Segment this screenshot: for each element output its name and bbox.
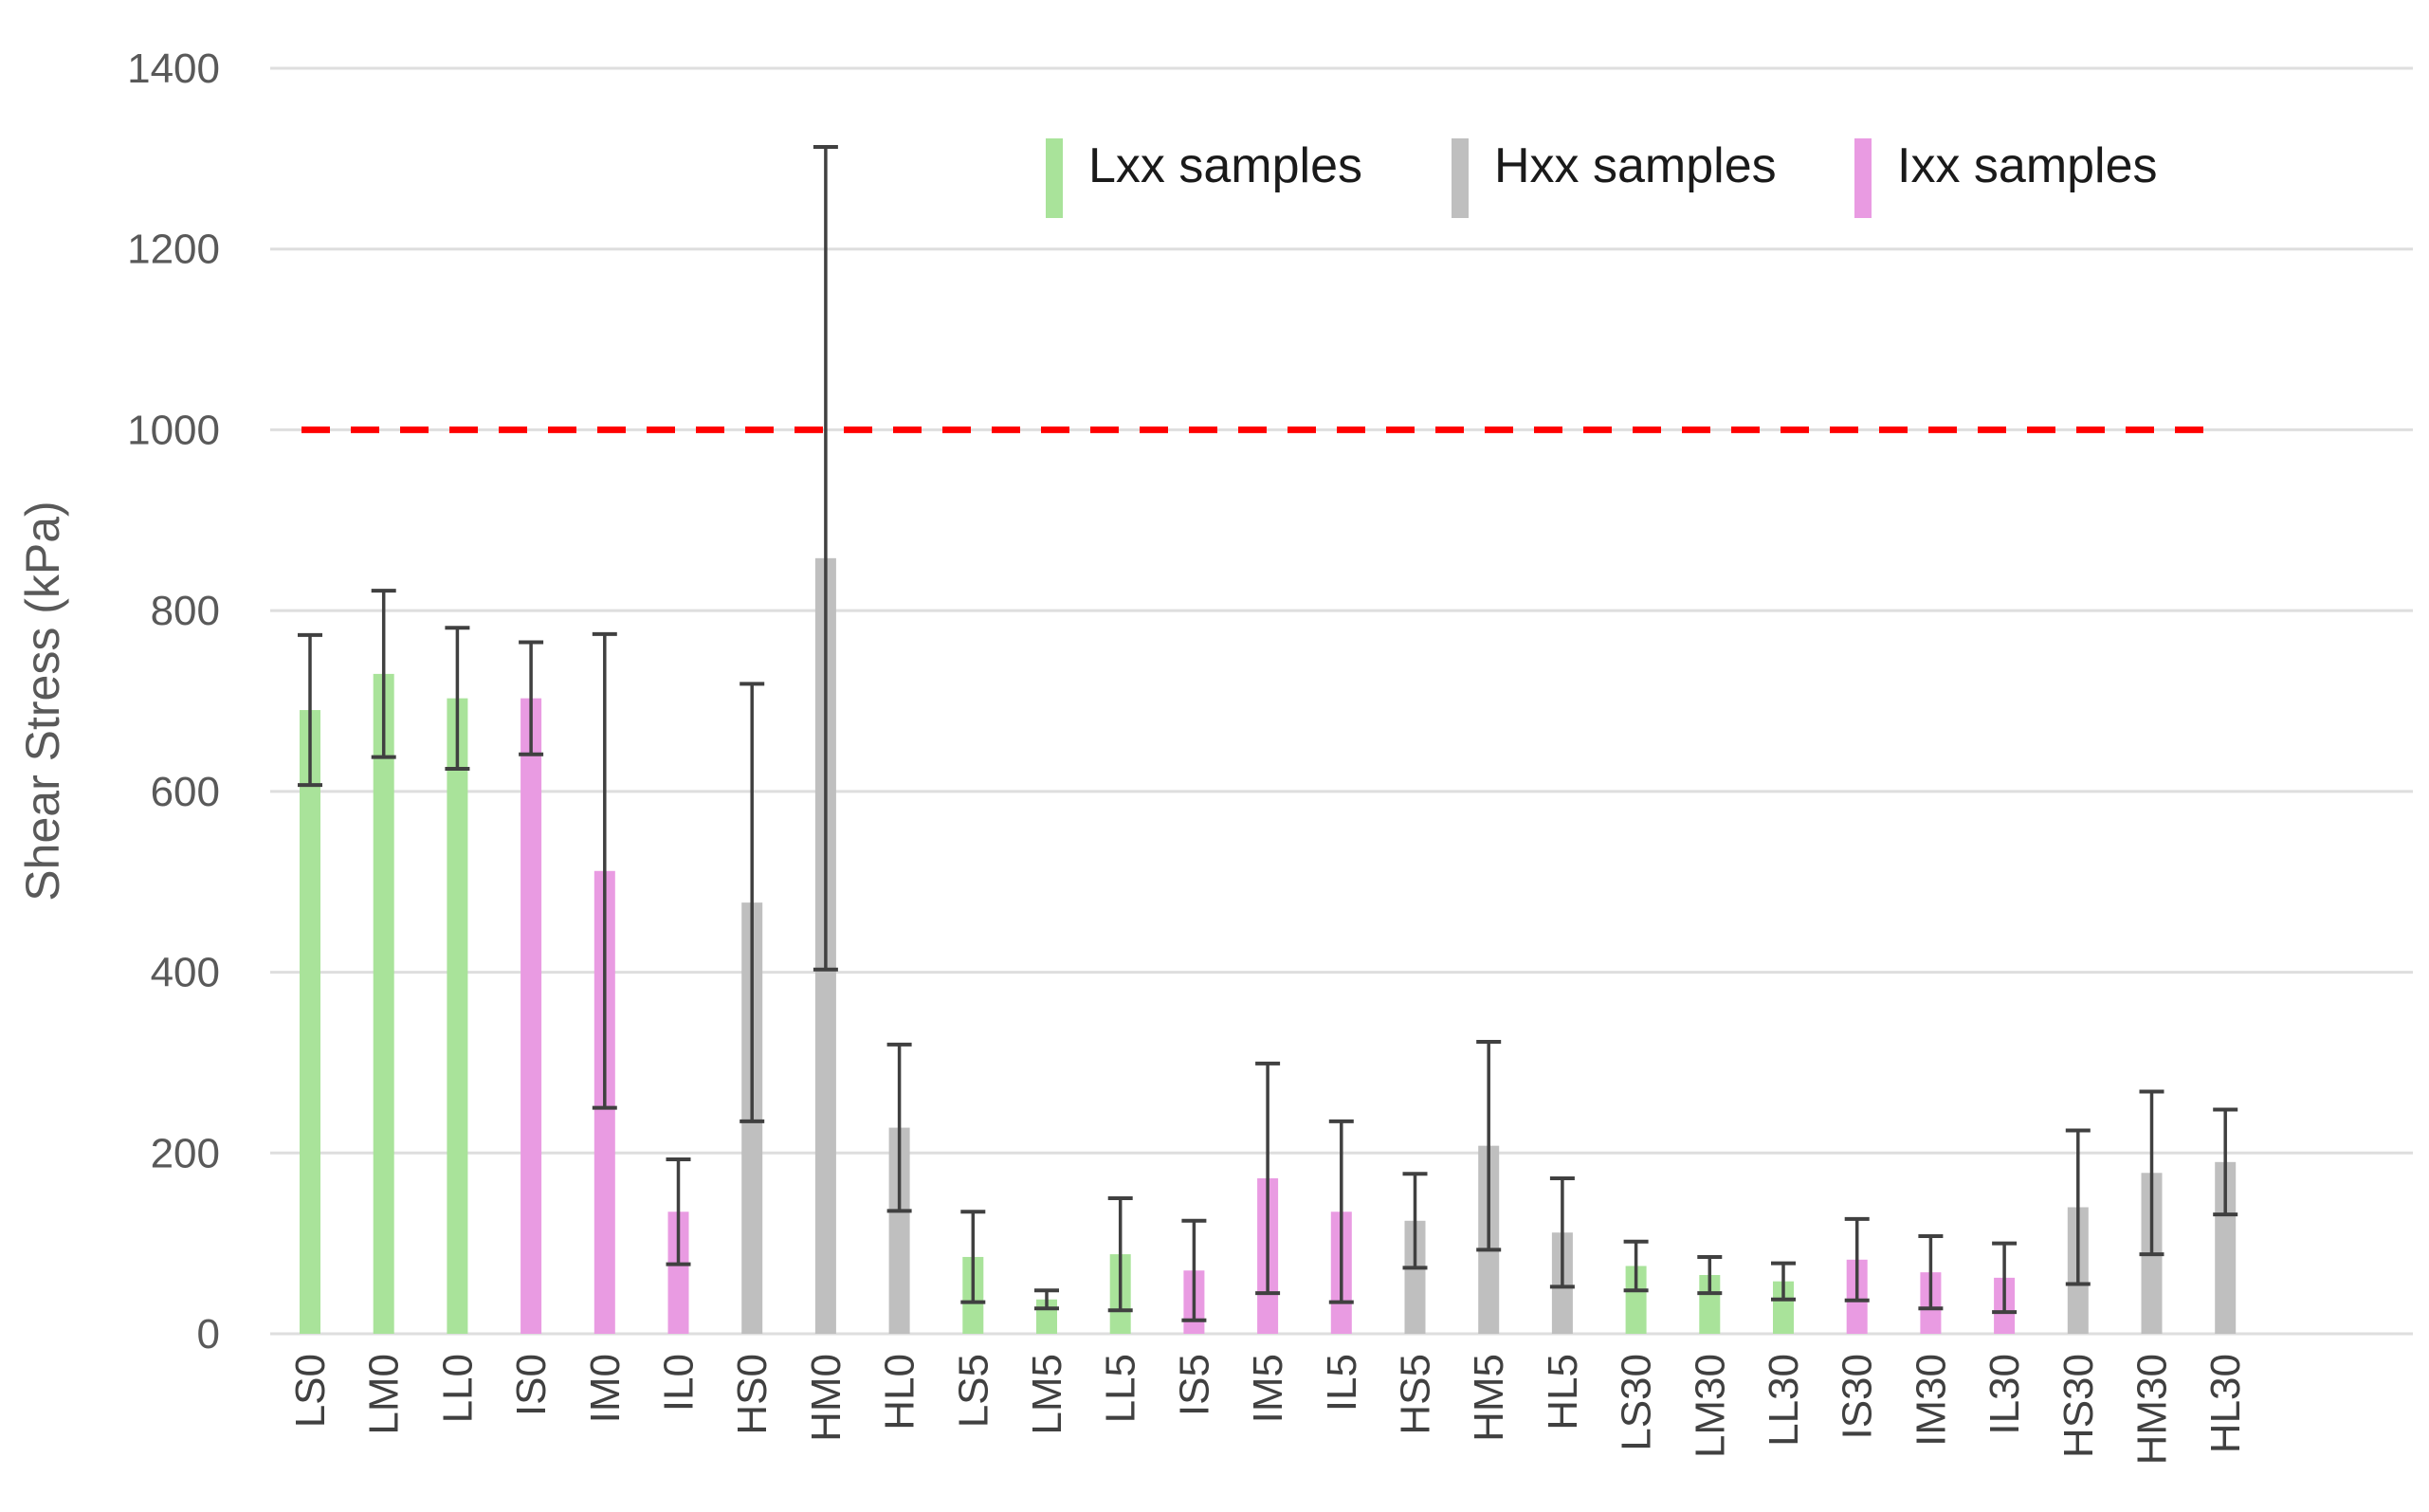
- x-tick-label-HL5: HL5: [1540, 1354, 1586, 1430]
- error-bar-LM0: [371, 589, 396, 759]
- error-bar-LL5: [1107, 1195, 1133, 1313]
- y-tick-label: 600: [151, 769, 220, 815]
- error-bar-HL5: [1549, 1175, 1575, 1289]
- x-tick-label-LM5: LM5: [1024, 1354, 1070, 1435]
- x-tick-label-HS30: HS30: [2055, 1354, 2102, 1458]
- error-bar-HM30: [2139, 1089, 2164, 1257]
- x-tick-label-HL0: HL0: [877, 1354, 923, 1430]
- bar-LM0: [373, 673, 394, 1334]
- bar-LS0: [300, 710, 320, 1334]
- x-tick-label-IS5: IS5: [1171, 1354, 1217, 1416]
- y-tick-label: 800: [151, 588, 220, 634]
- y-axis-ticks: 0 200 400 600 800 1000 1200 1400: [127, 46, 220, 1357]
- x-tick-label-IM0: IM0: [582, 1354, 629, 1423]
- error-bar-IL0: [666, 1157, 691, 1266]
- legend-label-H: Hxx samples: [1494, 138, 1777, 193]
- legend-label-L: Lxx samples: [1088, 138, 1362, 193]
- error-bar-LL0: [445, 626, 470, 772]
- error-bar-IL5: [1328, 1119, 1354, 1304]
- x-tick-label-LL5: LL5: [1098, 1354, 1144, 1423]
- error-bar-HM5: [1476, 1039, 1502, 1252]
- bars: [300, 557, 2237, 1334]
- x-axis-categories: LS0 LM0 LL0 IS0 IM0 IL0 HS0 HM0 HL0 LS5 LM5 LL5 IS5 I…: [287, 1354, 2249, 1465]
- bar-LS30: [1625, 1266, 1647, 1334]
- error-bar-IL30: [1992, 1241, 2018, 1315]
- y-tick-label: 200: [151, 1130, 220, 1176]
- bar-LL30: [1773, 1281, 1794, 1334]
- bar-IS0: [520, 698, 542, 1334]
- bar-HS5: [1404, 1220, 1426, 1334]
- bar-LL0: [447, 698, 468, 1334]
- error-bar-LM5: [1034, 1288, 1059, 1311]
- error-bar-IS30: [1844, 1216, 1870, 1303]
- legend-label-I: Ixx samples: [1897, 138, 2158, 193]
- error-bar-HS30: [2065, 1128, 2091, 1286]
- y-axis-title: Shear Stress (kPa): [16, 501, 69, 901]
- error-bar-IM30: [1918, 1234, 1944, 1311]
- x-tick-label-LS30: LS30: [1614, 1354, 1660, 1451]
- x-tick-label-HM5: HM5: [1466, 1354, 1512, 1442]
- x-tick-label-LM30: LM30: [1687, 1354, 1733, 1458]
- legend: Lxx samples Hxx samples Ixx samples: [1046, 138, 2158, 218]
- error-bar-LS5: [960, 1210, 986, 1304]
- x-tick-label-LS0: LS0: [287, 1354, 334, 1428]
- error-bar-LM30: [1697, 1254, 1723, 1296]
- error-bar-HS0: [740, 682, 765, 1123]
- bar-LM30: [1699, 1275, 1721, 1334]
- x-tick-label-IL0: IL0: [656, 1354, 703, 1412]
- legend-swatch-H: [1452, 138, 1469, 218]
- x-tick-label-HM30: HM30: [2129, 1354, 2176, 1465]
- error-bar-LL30: [1771, 1261, 1796, 1302]
- legend-swatch-L: [1046, 138, 1063, 218]
- y-tick-label: 1200: [127, 227, 220, 273]
- error-bar-LS0: [298, 632, 322, 788]
- error-bar-IM0: [592, 631, 617, 1110]
- x-tick-label-IM30: IM30: [1908, 1354, 1954, 1447]
- error-bar-LS30: [1623, 1239, 1649, 1293]
- bar-HL30: [2215, 1161, 2237, 1334]
- x-tick-label-HM0: HM0: [803, 1354, 849, 1442]
- x-tick-label-IS0: IS0: [508, 1354, 555, 1416]
- x-tick-label-LL0: LL0: [434, 1354, 481, 1423]
- error-bar-HM0: [813, 144, 838, 972]
- y-tick-label: 400: [151, 950, 220, 996]
- x-tick-label-IS30: IS30: [1835, 1354, 1881, 1440]
- y-tick-label: 1400: [127, 46, 220, 92]
- error-bar-HS5: [1402, 1172, 1428, 1270]
- y-tick-label: 1000: [127, 407, 220, 453]
- x-tick-label-LS5: LS5: [950, 1354, 996, 1428]
- error-bar-IS0: [519, 640, 544, 756]
- x-tick-label-IL30: IL30: [1982, 1354, 2028, 1435]
- error-bar-IS5: [1181, 1218, 1207, 1322]
- error-bars: [298, 144, 2238, 1322]
- error-bar-HL0: [886, 1042, 912, 1213]
- error-bar-HL30: [2213, 1107, 2238, 1217]
- bar-IL0: [667, 1211, 689, 1334]
- x-tick-label-LL30: LL30: [1761, 1354, 1807, 1447]
- x-tick-label-IL5: IL5: [1319, 1354, 1365, 1412]
- y-tick-label: 0: [197, 1311, 220, 1357]
- x-tick-label-LM0: LM0: [361, 1354, 408, 1435]
- x-tick-label-IM5: IM5: [1245, 1354, 1291, 1423]
- error-bar-IM5: [1255, 1061, 1281, 1296]
- x-tick-label-HL30: HL30: [2202, 1354, 2249, 1453]
- legend-swatch-I: [1854, 138, 1872, 218]
- x-tick-label-HS0: HS0: [729, 1354, 776, 1435]
- bar-HL0: [888, 1127, 910, 1334]
- x-tick-label-HS5: HS5: [1393, 1354, 1439, 1435]
